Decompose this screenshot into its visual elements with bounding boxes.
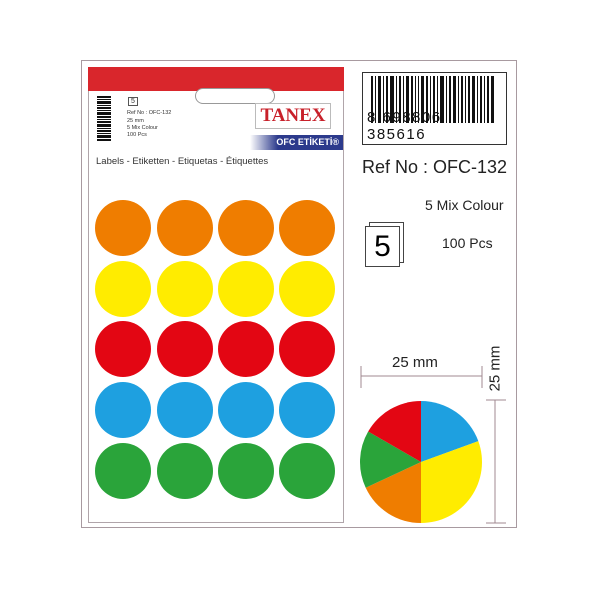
- barcode: 8 698806 385616: [362, 72, 507, 145]
- label-dot: [95, 382, 151, 438]
- barcode-bar: [375, 76, 376, 123]
- label-dot: [218, 200, 274, 256]
- sample-slice-green: [359, 431, 421, 488]
- barcode-bar: [487, 76, 489, 123]
- barcode-bar: [421, 76, 424, 123]
- barcode-bar: [480, 76, 482, 123]
- barcode-bar: [458, 76, 459, 123]
- label-dot: [95, 321, 151, 377]
- barcode-bar: [449, 76, 451, 123]
- height-dimension-label: 25 mm: [486, 345, 504, 392]
- width-dimension-label: 25 mm: [392, 354, 438, 371]
- barcode-bar: [437, 76, 438, 123]
- barcode-bar: [465, 76, 466, 123]
- sheet-pcs: 100 Pcs: [127, 132, 147, 138]
- barcode-bar: [390, 76, 394, 123]
- barcode-bar: [433, 76, 435, 123]
- sheet-size: 25 mm: [127, 118, 144, 124]
- labels-caption: Labels - Etiketten - Etiquetas - Étiquet…: [96, 156, 269, 167]
- label-dot: [279, 200, 335, 256]
- barcode-bar: [418, 76, 419, 123]
- sheet-pack-count: 5: [128, 97, 138, 106]
- label-dot: [157, 443, 213, 499]
- sheet-mix: 5 Mix Colour: [127, 125, 158, 131]
- barcode-bar: [383, 76, 384, 123]
- barcode-bar: [468, 76, 470, 123]
- barcode-bar: [399, 76, 401, 123]
- mix-colour: 5 Mix Colour: [425, 197, 504, 213]
- barcode-bar: [426, 76, 428, 123]
- sample-slice-blue: [421, 401, 479, 462]
- barcode-bar: [371, 76, 373, 123]
- barcode-bar: [430, 76, 431, 123]
- barcode-bar: [415, 76, 416, 123]
- barcode-bar: [477, 76, 478, 123]
- sample-slice-orange: [365, 462, 421, 523]
- label-dot: [157, 321, 213, 377]
- hang-hole: [195, 88, 275, 104]
- barcode-bar: [403, 76, 404, 123]
- ref-number: Ref No : OFC-132: [362, 157, 508, 177]
- label-dot: [279, 443, 335, 499]
- label-dot: [157, 382, 213, 438]
- barcode-bar: [453, 76, 456, 123]
- label-dot: [95, 443, 151, 499]
- barcode-bar: [491, 76, 494, 123]
- barcode-bar: [386, 76, 388, 123]
- barcode-bar: [472, 76, 475, 123]
- barcode-bar: [440, 76, 444, 123]
- label-dot: [218, 321, 274, 377]
- barcode-bar: [406, 76, 409, 123]
- sheet-barcode: [97, 96, 111, 152]
- barcode-bar: [461, 76, 463, 123]
- package-frame: [81, 60, 517, 528]
- barcode-bar: [396, 76, 397, 123]
- sample-slice-red: [368, 401, 421, 462]
- label-dot: [157, 200, 213, 256]
- barcode-bar: [411, 76, 413, 123]
- header-band: [88, 67, 344, 91]
- piece-count: 100 Pcs: [442, 235, 493, 251]
- tanex-logo: TANEX: [255, 103, 331, 129]
- sample-slice-yellow: [421, 441, 482, 523]
- label-dot: [218, 443, 274, 499]
- label-dot: [218, 382, 274, 438]
- label-dot: [95, 261, 151, 317]
- product-line-banner: OFC ETİKETİ®: [250, 135, 343, 150]
- barcode-bar: [484, 76, 485, 123]
- barcode-number: 8 698806 385616: [367, 109, 442, 143]
- label-dot: [279, 382, 335, 438]
- label-dot: [279, 261, 335, 317]
- label-dot: [279, 321, 335, 377]
- pack-count-card: 5: [365, 226, 400, 267]
- label-dot: [95, 200, 151, 256]
- sheet-ref: Ref No : OFC-132: [127, 110, 172, 116]
- label-dot: [218, 261, 274, 317]
- barcode-bar: [446, 76, 447, 123]
- label-dot: [157, 261, 213, 317]
- barcode-bar: [378, 76, 381, 123]
